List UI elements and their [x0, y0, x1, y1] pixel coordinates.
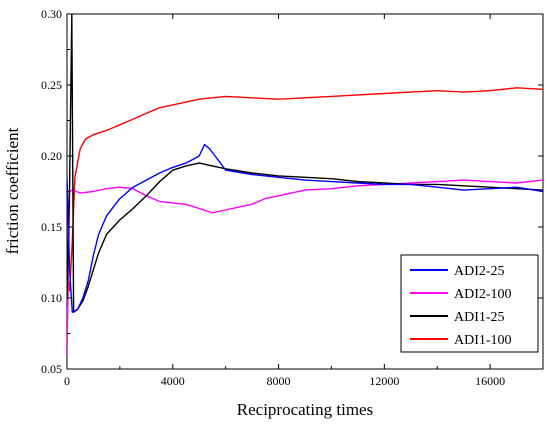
legend-label-adi1-25: ADI1-25: [454, 310, 505, 325]
y-tick-label: 0.25: [41, 78, 62, 92]
y-axis-label: friction coefficient: [3, 127, 22, 254]
x-tick-label: 0: [64, 374, 70, 388]
series-line-adi2-100: [67, 179, 543, 355]
y-tick-label: 0.20: [41, 149, 62, 163]
ticks-layer: 0.05 0.10 0.15 0.20 0.25 0.30 0 4000 8000 12000 16…: [41, 7, 543, 388]
legend-label-adi1-100: ADI1-100: [454, 333, 512, 348]
legend-label-adi2-100: ADI2-100: [454, 287, 512, 302]
series-line-adi1-100: [67, 87, 543, 292]
x-axis-label: Reciprocating times: [237, 400, 373, 419]
legend-box: [400, 254, 539, 353]
series-line-adi2-25: [67, 143, 543, 313]
legend-label-adi2-25: ADI2-25: [454, 264, 505, 279]
y-tick-label: 0.30: [41, 7, 62, 21]
series-layer: [67, 14, 543, 355]
x-tick-label: 8000: [267, 374, 291, 388]
y-tick-label: 0.15: [41, 220, 62, 234]
y-tick-label: 0.10: [41, 291, 62, 305]
x-tick-label: 16000: [475, 374, 505, 388]
y-tick-label: 0.05: [41, 362, 62, 376]
x-tick-label: 4000: [161, 374, 185, 388]
legend: ADI2-25 ADI2-100 ADI1-25 ADI1-100: [400, 254, 539, 353]
x-tick-label: 12000: [369, 374, 399, 388]
